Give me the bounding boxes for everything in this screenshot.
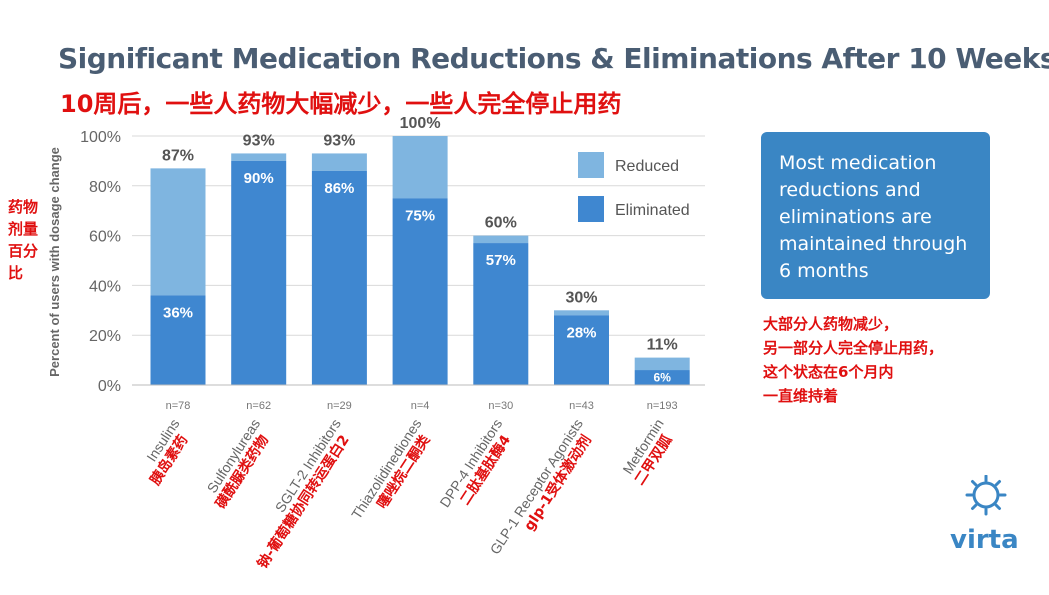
- n-label: n=30: [488, 400, 513, 412]
- n-label: n=62: [246, 400, 271, 412]
- chart-subtitle-cn: 10周后，一些人药物大幅减少，一些人完全停止用药: [60, 90, 622, 118]
- y-axis-label: Percent of users with dosage change: [47, 147, 62, 377]
- eliminated-label: 86%: [324, 180, 354, 197]
- eliminated-label: 90%: [244, 170, 274, 187]
- note-line: 另一部分人完全停止用药，: [763, 339, 944, 357]
- note-cn: 大部分人药物减少， 另一部分人完全停止用药， 这个状态在6个月内 一直维持着: [763, 312, 1033, 408]
- legend-label-eliminated: Eliminated: [615, 202, 690, 219]
- bar-eliminated: [392, 198, 448, 385]
- bar-reduced: [150, 168, 206, 296]
- total-label: 93%: [243, 132, 275, 149]
- bar-eliminated: [554, 315, 609, 385]
- eliminated-label: 28%: [566, 324, 596, 341]
- eliminated-label: 36%: [163, 304, 193, 321]
- total-label: 100%: [400, 115, 441, 132]
- bar-reduced: [311, 153, 367, 171]
- note-line: 这个状态在6个月内: [763, 363, 894, 381]
- bar-eliminated: [311, 170, 367, 385]
- total-label: 60%: [485, 215, 517, 232]
- bar-reduced: [634, 357, 690, 371]
- legend-label-reduced: Reduced: [615, 158, 679, 175]
- category-label-cn: 钠-葡萄糖协同转运蛋白2: [254, 432, 353, 572]
- chart-title: Significant Medication Reductions & Elim…: [58, 42, 1049, 75]
- n-label: n=43: [569, 400, 594, 412]
- y-tick-label: 80%: [89, 179, 121, 196]
- note-line: 大部分人药物减少，: [763, 315, 899, 333]
- bar-reduced: [554, 310, 609, 316]
- bar-reduced: [473, 235, 529, 244]
- total-label: 93%: [323, 132, 355, 149]
- y-tick-label: 40%: [89, 278, 121, 295]
- y-tick-label: 20%: [89, 328, 121, 345]
- total-label: 30%: [565, 289, 597, 306]
- callout-box: Most medication reductions and eliminati…: [761, 132, 990, 299]
- n-label: n=4: [411, 400, 430, 412]
- n-label: n=78: [166, 400, 191, 412]
- legend-swatch-reduced: [578, 152, 604, 178]
- logo-text: virta: [950, 525, 1019, 555]
- legend-swatch-eliminated: [578, 196, 604, 222]
- eliminated-label: 6%: [654, 371, 672, 385]
- bar-eliminated: [634, 370, 690, 385]
- yaxis-note-cn: 药物剂量百分比: [8, 198, 39, 282]
- n-label: n=193: [647, 400, 678, 412]
- eliminated-label: 75%: [405, 207, 435, 224]
- y-tick-label: 60%: [89, 229, 121, 246]
- bar-eliminated: [473, 243, 529, 385]
- bar-eliminated: [231, 160, 287, 385]
- total-label: 87%: [162, 147, 194, 164]
- bar-eliminated: [150, 295, 206, 385]
- bar-reduced: [231, 153, 287, 161]
- virta-logo-icon: [965, 475, 1007, 516]
- n-label: n=29: [327, 400, 352, 412]
- eliminated-label: 57%: [486, 252, 516, 269]
- y-tick-label: 0%: [98, 378, 121, 395]
- total-label: 11%: [647, 337, 678, 354]
- y-tick-label: 100%: [80, 129, 121, 146]
- bar-reduced: [392, 136, 448, 199]
- note-line: 一直维持着: [763, 387, 839, 405]
